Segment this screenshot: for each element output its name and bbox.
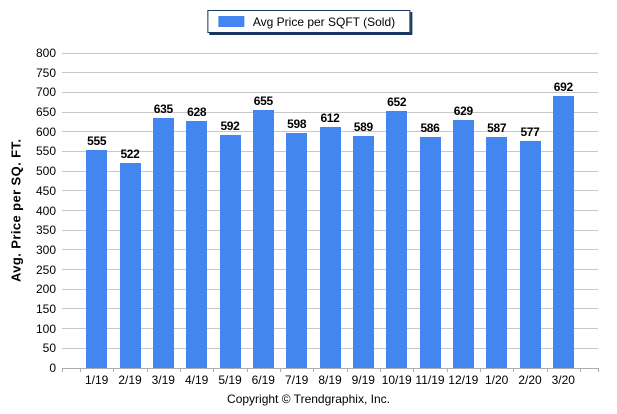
- x-axis-end-tick: [598, 368, 599, 372]
- y-tick-label: 150: [35, 301, 56, 316]
- y-tick-label: 550: [35, 144, 56, 159]
- x-tick-label: 6/19: [251, 373, 275, 387]
- bar-value-label: 522: [120, 146, 140, 161]
- y-tick-label: 450: [35, 183, 56, 198]
- bar-value-label: 612: [320, 111, 340, 125]
- x-tick: [480, 368, 481, 372]
- x-tick: [146, 368, 148, 372]
- bar: [86, 149, 108, 368]
- x-tick: [380, 368, 381, 372]
- x-tick: [113, 368, 115, 372]
- y-tick-label: 350: [35, 223, 56, 238]
- bar: [552, 95, 574, 368]
- x-tick-label: 4/19: [185, 373, 209, 387]
- gridline: [62, 91, 598, 93]
- x-tick-label: 1/19: [85, 373, 109, 387]
- bar: [219, 134, 241, 368]
- gridline: [62, 72, 598, 74]
- x-tick-label: 11/19: [415, 373, 445, 387]
- y-tick-label: 100: [35, 321, 56, 336]
- x-tick-label: 7/19: [285, 373, 309, 387]
- legend: Avg Price per SQFT (Sold): [206, 10, 411, 33]
- bar: [252, 110, 274, 368]
- y-tick-label: 800: [35, 46, 56, 60]
- bar-value-label: 598: [287, 116, 307, 131]
- x-tick: [213, 368, 215, 372]
- bar: [486, 136, 508, 368]
- x-tick: [546, 368, 548, 372]
- bar: [419, 137, 441, 368]
- bar: [319, 127, 341, 368]
- x-tick-label: 1/20: [485, 373, 509, 387]
- x-axis-end-tick: [62, 368, 63, 372]
- legend-swatch: [217, 16, 244, 27]
- y-tick-label: 200: [35, 282, 56, 297]
- x-axis-line: [62, 367, 598, 369]
- bar-value-label: 589: [353, 120, 373, 135]
- y-tick-label: 600: [35, 124, 56, 139]
- bar: [452, 120, 474, 368]
- x-tick: [346, 368, 348, 372]
- x-tick-label: 9/19: [351, 373, 375, 387]
- y-tick-label: 700: [35, 85, 56, 100]
- x-tick-label: 10/19: [381, 373, 412, 387]
- bar: [386, 111, 408, 368]
- y-tick-label: 250: [35, 262, 56, 277]
- x-tick-label: 2/19: [118, 373, 142, 387]
- bar: [352, 136, 374, 368]
- x-tick-label: 8/19: [318, 373, 342, 387]
- y-tick-label: 750: [35, 65, 56, 80]
- bar-value-label: 652: [387, 95, 407, 110]
- bar-value-label: 577: [520, 124, 540, 139]
- y-tick-label: 300: [35, 242, 56, 257]
- bar-value-label: 555: [87, 133, 107, 148]
- x-tick-label: 12/19: [448, 373, 479, 387]
- gridline: [62, 111, 598, 113]
- bar-value-label: 592: [220, 118, 240, 133]
- bar-value-label: 635: [153, 102, 173, 116]
- legend-label: Avg Price per SQFT (Sold): [252, 14, 396, 29]
- bar-value-label: 587: [487, 120, 507, 135]
- bar-value-label: 586: [420, 121, 440, 136]
- bar-value-label: 655: [253, 94, 273, 109]
- x-tick: [313, 368, 315, 372]
- x-tick: [246, 368, 248, 372]
- copyright-text: Copyright © Trendgraphix, Inc.: [227, 392, 390, 406]
- bar: [152, 118, 174, 368]
- x-tick-label: 3/20: [551, 373, 575, 387]
- y-tick-label: 0: [49, 361, 56, 375]
- bar: [519, 140, 541, 368]
- bar-value-label: 629: [453, 104, 473, 119]
- x-tick: [446, 368, 448, 372]
- x-tick: [513, 368, 515, 372]
- x-tick-label: 3/19: [151, 373, 175, 387]
- bar: [186, 120, 208, 368]
- bar: [286, 132, 308, 368]
- x-tick-label: 2/20: [518, 373, 542, 387]
- bar: [119, 162, 141, 368]
- y-tick-label: 650: [35, 105, 56, 120]
- x-tick-label: 5/19: [218, 373, 242, 387]
- x-tick: [580, 368, 581, 372]
- x-tick: [413, 368, 415, 372]
- gridline: [62, 52, 598, 54]
- x-tick: [180, 368, 181, 372]
- x-tick: [280, 368, 281, 372]
- y-tick-label: 50: [42, 341, 56, 356]
- x-tick: [80, 368, 81, 372]
- y-tick-label: 400: [35, 203, 56, 218]
- y-tick-label: 500: [35, 164, 56, 179]
- bar-value-label: 692: [553, 79, 573, 94]
- bar-value-label: 628: [187, 104, 207, 119]
